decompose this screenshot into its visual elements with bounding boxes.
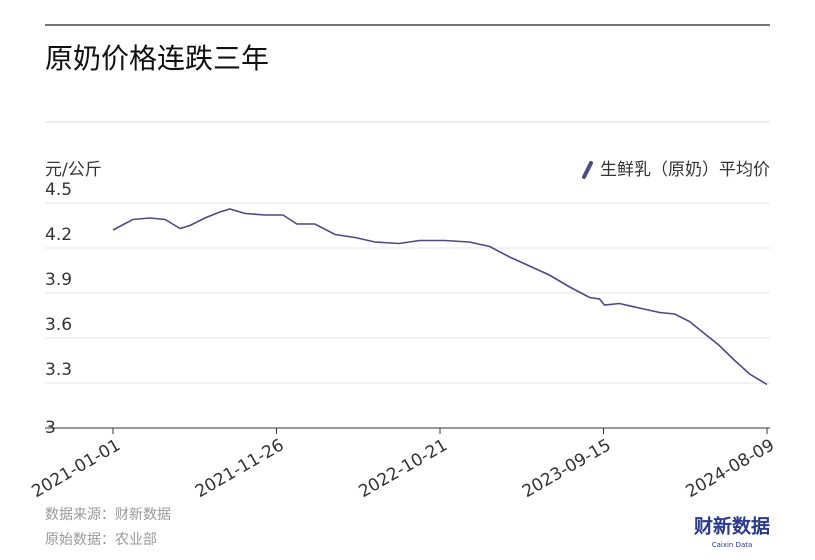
logo-sub: Caixin Data — [712, 541, 753, 549]
y-tick-label: 3.3 — [45, 360, 72, 380]
y-tick-label: 4.2 — [45, 225, 72, 245]
y-tick-label: 4.5 — [45, 180, 72, 200]
y-tick-label: 3.6 — [45, 315, 72, 335]
x-tick-label: 2023-09-15 — [519, 435, 615, 502]
x-tick-label: 2024-08-09 — [682, 435, 778, 502]
logo: 财新数据 — [694, 515, 770, 538]
original-source: 原始数据：农业部 — [45, 532, 157, 548]
x-tick-label: 2021-01-01 — [28, 435, 124, 502]
x-tick-label: 2021-11-26 — [192, 435, 288, 502]
chart-title: 原奶价格连跌三年 — [45, 42, 269, 75]
y-tick-label: 3.9 — [45, 270, 72, 290]
source: 数据来源：财新数据 — [45, 507, 171, 523]
legend-label: 生鲜乳（原奶）平均价 — [600, 160, 770, 180]
y-axis-label: 元/公斤 — [45, 160, 102, 180]
legend-swatch — [582, 161, 593, 179]
y-tick-label: 3 — [45, 418, 56, 438]
x-tick-label: 2022-10-21 — [355, 435, 451, 502]
line — [112, 208, 768, 386]
